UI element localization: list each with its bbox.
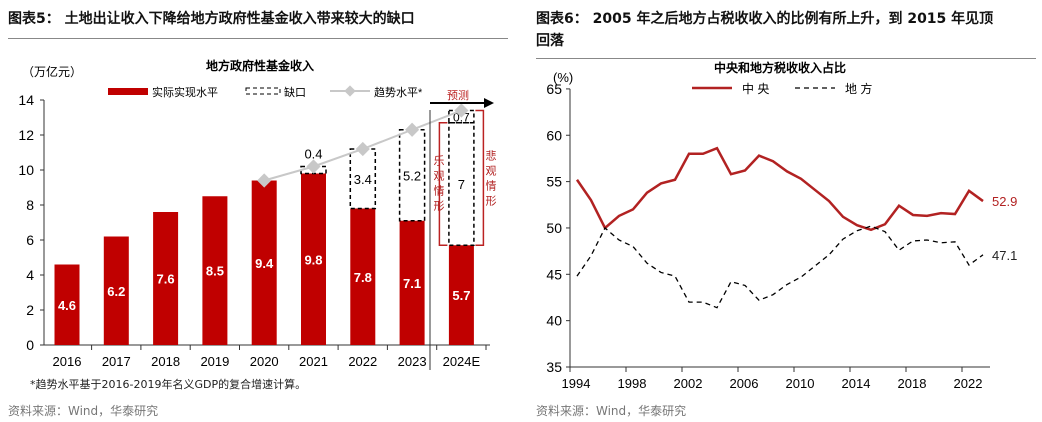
trend-marker: [405, 122, 420, 137]
x-tick-label: 2021: [299, 354, 328, 369]
bar-value-label: 7.6: [157, 272, 175, 287]
bar-value-label: 7.1: [403, 276, 421, 291]
x-tick-label: 2023: [398, 354, 427, 369]
x-tick-label: 2010: [786, 376, 815, 391]
trend-marker: [454, 103, 469, 118]
optimistic-bracket: [438, 122, 448, 246]
x-tick-label: 2006: [730, 376, 759, 391]
bar-actual: [301, 173, 326, 345]
x-tick-label: 2022: [954, 376, 983, 391]
forecast-arrowhead: [484, 98, 494, 108]
divider: [536, 58, 1036, 59]
title-line: 回落: [536, 33, 564, 49]
legend-label: 中 央: [742, 81, 769, 96]
forecast-label: 预测: [447, 89, 469, 102]
gap-value-label: 7: [458, 177, 465, 192]
bar-actual: [399, 220, 425, 345]
y-tick-label: 40: [546, 313, 562, 329]
x-tick-label: 1994: [562, 376, 591, 391]
left-figure-title: 图表5： 土地出让收入下降给地方政府性基金收入带来较大的缺口: [8, 11, 415, 27]
legend-label: 缺口: [284, 85, 306, 99]
end-value-label: 52.9: [992, 194, 1017, 209]
footnote: *趋势水平基于2016-2019年名义GDP的复合增速计算。: [30, 378, 307, 391]
y-tick-label: 14: [18, 92, 34, 108]
x-tick-label: 2002: [674, 376, 703, 391]
x-tick-label: 2014: [842, 376, 871, 391]
y-axis-label: (%): [553, 70, 573, 85]
series-line-local: [576, 225, 984, 309]
y-tick-label: 2: [26, 302, 34, 318]
y-tick-label: 55: [546, 174, 562, 190]
x-tick-label: 2019: [200, 354, 229, 369]
gap-value-label: 0.4: [304, 147, 322, 162]
y-tick-label: 50: [546, 220, 562, 236]
bar-actual: [448, 245, 474, 345]
pessimistic-label: 悲观情形: [484, 150, 497, 210]
trend-marker: [355, 141, 370, 157]
x-tick-label: 2017: [102, 354, 131, 369]
bar-value-label: 5.7: [452, 288, 470, 303]
bar-actual: [350, 208, 376, 345]
gap-value-label: 5.2: [403, 168, 421, 183]
divider: [8, 38, 508, 39]
x-tick-label: 2020: [250, 354, 279, 369]
trend-marker: [306, 159, 321, 174]
y-tick-label: 12: [18, 127, 34, 143]
optimistic-label: 乐观情形: [432, 155, 445, 215]
title-line: 图表6： 2005 年之后地方占税收收入的比例有所上升，到 2015 年见顶: [536, 11, 994, 27]
x-tick-label: 2018: [898, 376, 927, 391]
x-tick-label: 2022: [348, 354, 377, 369]
trend-marker: [257, 173, 272, 188]
legend-swatch-actual: [108, 88, 148, 95]
y-tick-label: 35: [546, 359, 562, 375]
bar-actual: [54, 264, 80, 345]
bar-actual: [103, 236, 129, 345]
x-tick-label: 2016: [53, 354, 82, 369]
bar-actual: [153, 212, 179, 345]
bar-value-label: 7.8: [354, 270, 372, 285]
bar-gap-extra: [448, 109, 475, 124]
legend-marker-trend: [344, 85, 356, 97]
y-tick-label: 8: [26, 197, 34, 213]
right-source: 资料来源：Wind，华泰研究: [536, 404, 687, 418]
y-tick-label: 4: [26, 267, 34, 283]
bar-value-label: 9.4: [255, 256, 274, 271]
gap-extra-label: 0.7: [453, 111, 470, 125]
bar-gap: [448, 122, 475, 246]
gap-value-label: 3.4: [354, 172, 372, 187]
legend-swatch-gap: [245, 87, 281, 95]
y-tick-label: 0: [26, 337, 34, 353]
chart-title: 中央和地方税收收入占比: [714, 60, 846, 75]
y-tick-label: 6: [26, 232, 34, 248]
bar-gap: [398, 129, 426, 222]
x-tick-label: 2018: [151, 354, 180, 369]
bar-value-label: 6.2: [107, 284, 125, 299]
right-figure-title: 图表6： 2005 年之后地方占税收收入的比例有所上升，到 2015 年见顶 回落: [536, 8, 1036, 52]
x-tick-label: 2024E: [443, 354, 481, 369]
y-tick-label: 10: [18, 162, 34, 178]
series-line-central: [575, 146, 984, 232]
pessimistic-bracket: [475, 109, 485, 246]
end-value-label: 47.1: [992, 248, 1017, 263]
x-tick-label: 1998: [618, 376, 647, 391]
y-tick-label: 60: [546, 127, 562, 143]
bar-actual: [251, 180, 277, 345]
bar-actual: [202, 196, 228, 345]
y-tick-label: 65: [546, 81, 562, 97]
bar-value-label: 9.8: [304, 252, 322, 267]
chart-title: 地方政府性基金收入: [206, 58, 314, 73]
legend-label: 趋势水平*: [374, 86, 423, 99]
legend-label: 地 方: [845, 81, 872, 96]
legend-label: 实际实现水平: [152, 85, 218, 99]
left-source: 资料来源：Wind，华泰研究: [8, 404, 159, 418]
y-tick-label: 45: [546, 266, 562, 282]
bar-value-label: 8.5: [206, 264, 224, 279]
y-axis-label: （万亿元）: [22, 64, 82, 79]
bar-value-label: 4.6: [58, 298, 76, 313]
